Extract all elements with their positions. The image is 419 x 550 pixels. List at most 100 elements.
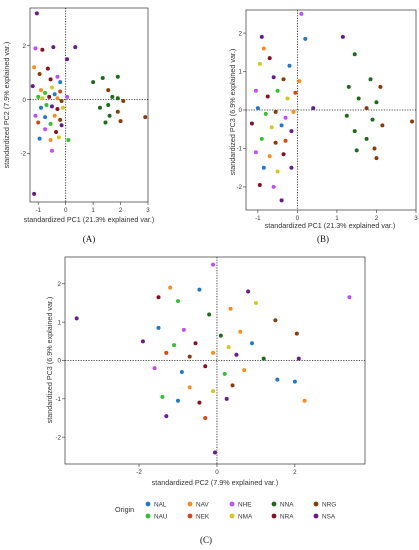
data-point-nal xyxy=(261,165,266,170)
data-point-nsa xyxy=(74,316,79,321)
data-point-nrg xyxy=(230,383,235,388)
data-point-nra xyxy=(249,121,254,126)
legend-title: Origin xyxy=(115,505,134,514)
data-point-nsa xyxy=(224,396,229,401)
data-point-nrg xyxy=(121,98,126,103)
panel-b-y-tick-label: -1 xyxy=(236,146,242,153)
data-point-nsa xyxy=(289,129,294,134)
panel-a-y-tick-label: 2 xyxy=(23,43,27,50)
data-point-nau xyxy=(175,299,180,304)
data-point-nrg xyxy=(118,119,123,124)
data-point-nav xyxy=(32,65,37,70)
legend-label-nau: NAU xyxy=(154,513,168,520)
data-point-nsa xyxy=(213,450,217,455)
data-point-nau xyxy=(172,343,177,348)
data-point-nal xyxy=(292,379,297,384)
data-point-nma xyxy=(211,389,216,394)
data-point-nsa xyxy=(30,84,35,89)
panel-b-y-tick-label: 2 xyxy=(239,30,243,37)
legend-swatch-nna xyxy=(271,501,277,507)
panel-c-x-tick-label: 0 xyxy=(215,469,219,476)
data-point-nal xyxy=(279,123,284,128)
data-point-nal xyxy=(156,325,161,330)
panel-a-y-tick-label: 0 xyxy=(23,97,27,104)
data-point-nal xyxy=(37,136,42,141)
data-point-nra xyxy=(281,152,286,157)
data-point-nsa xyxy=(279,198,284,203)
data-point-nma xyxy=(285,96,290,101)
data-point-nrg xyxy=(187,354,192,359)
data-point-nrg xyxy=(37,72,42,77)
data-point-nna xyxy=(115,74,120,79)
data-point-nra xyxy=(203,364,208,369)
data-point-nna xyxy=(103,120,108,125)
data-point-nsa xyxy=(234,352,239,357)
panel-c-x-tick-label: 2 xyxy=(293,469,297,476)
panel-a-scatter: -1 0 1 2 3 -2 0 2 standardized PC1 (21.3% expl… xyxy=(2,7,155,244)
data-point-nsa xyxy=(49,104,54,109)
data-point-nma xyxy=(253,301,258,305)
panel-c-y-tick-label: 1 xyxy=(58,319,62,326)
legend-label-nhe: NHE xyxy=(238,501,252,508)
data-point-nra xyxy=(54,129,59,134)
panel-a-y-ticks: -2 0 2 xyxy=(20,43,30,158)
panel-a-x-axis-label: standardized PC1 (21.3% explained var.) xyxy=(24,215,155,224)
data-point-nsa xyxy=(296,356,301,361)
data-point-nna xyxy=(368,77,373,82)
panel-a-frame xyxy=(29,7,149,203)
data-point-nrg xyxy=(281,77,286,82)
data-point-nal xyxy=(303,36,308,41)
panel-b-x-tick-label: -1 xyxy=(255,215,261,222)
panel-c-y-tick-label: -1 xyxy=(55,396,61,403)
data-point-nrg xyxy=(58,117,63,122)
data-point-nal xyxy=(38,105,43,110)
data-point-nau xyxy=(44,103,49,107)
data-point-nsa xyxy=(65,57,70,62)
data-point-nra xyxy=(45,66,50,71)
data-point-nsa xyxy=(164,414,169,419)
data-point-nsa xyxy=(34,11,39,16)
data-point-nma xyxy=(226,345,231,350)
panel-b-reference-lines xyxy=(246,10,416,210)
data-point-nra xyxy=(193,341,198,346)
panel-c-scatter: -2 0 2 -2 -1 0 1 2 standardized PC2 (7.9% expl… xyxy=(45,256,366,545)
panel-c-x-tick-label: -2 xyxy=(136,469,142,476)
data-point-nrg xyxy=(106,88,111,93)
data-point-nhe xyxy=(347,295,352,300)
panel-a-x-tick-label: 3 xyxy=(146,207,150,214)
panel-a-x-tick-label: -1 xyxy=(35,207,41,214)
data-point-nna xyxy=(370,117,375,122)
data-point-nra xyxy=(267,56,272,61)
panel-b-scatter: -1 0 1 2 3 -2 -1 0 1 2 standardized PC1 (21.3% e… xyxy=(228,9,418,244)
data-point-nra xyxy=(55,107,60,112)
panel-b-points xyxy=(249,11,415,203)
legend-items: NAL NAV NHE NNA NRG NAU NEK NMA NRA NSA xyxy=(145,501,336,520)
data-point-nna xyxy=(352,129,357,134)
data-point-nma xyxy=(40,96,45,101)
data-point-nhe xyxy=(33,46,38,51)
data-point-nsa xyxy=(259,34,264,39)
data-point-nal xyxy=(255,106,260,111)
panel-b-x-tick-label: 0 xyxy=(296,215,300,222)
data-point-nau xyxy=(36,94,41,99)
data-point-nra xyxy=(48,77,53,82)
data-point-nna xyxy=(354,148,359,153)
data-point-nra xyxy=(47,94,52,99)
panel-c-label: (C) xyxy=(200,535,212,545)
data-point-nhe xyxy=(283,115,288,120)
data-point-nal xyxy=(179,370,184,374)
data-point-nal xyxy=(275,377,280,382)
data-point-nna xyxy=(207,312,212,317)
data-point-nhe xyxy=(33,113,38,118)
data-point-nau xyxy=(48,121,53,126)
panel-c-y-axis-label: standardized PC3 (6.9% explained var.) xyxy=(45,297,54,424)
panel-b-x-tick-label: 2 xyxy=(375,215,379,222)
legend-label-nsa: NSA xyxy=(322,513,336,520)
panel-a-x-ticks: -1 0 1 2 3 xyxy=(35,202,150,214)
panel-a-y-axis-label: standardized PC2 (7.9% explained var.) xyxy=(2,42,11,169)
data-point-nav xyxy=(302,398,307,403)
data-point-nma xyxy=(257,61,262,66)
data-point-nna xyxy=(344,113,349,118)
data-point-nal xyxy=(175,398,180,403)
